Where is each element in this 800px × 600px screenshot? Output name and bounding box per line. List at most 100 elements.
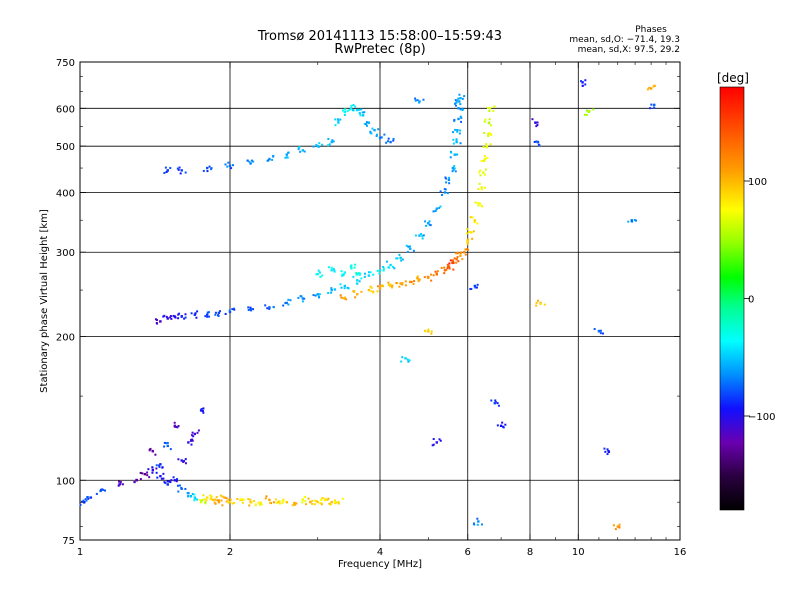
data-point: [344, 108, 347, 111]
data-point: [350, 267, 353, 270]
x-tick-label: 8: [527, 547, 533, 558]
data-point: [199, 500, 203, 504]
data-point: [539, 301, 542, 305]
data-point: [328, 143, 331, 146]
data-point: [268, 307, 271, 310]
data-point: [477, 201, 480, 205]
data-point: [184, 487, 187, 490]
data-point: [455, 252, 458, 255]
data-point: [201, 410, 204, 413]
data-point: [602, 332, 605, 335]
data-point: [448, 262, 451, 265]
data-point: [327, 497, 330, 500]
data-point: [177, 168, 180, 171]
data-point: [249, 498, 252, 501]
data-point: [90, 496, 93, 499]
data-point: [418, 101, 421, 104]
data-point: [190, 438, 193, 441]
data-point: [423, 276, 426, 279]
data-point: [151, 468, 155, 472]
data-point: [317, 269, 320, 272]
data-point: [216, 499, 219, 502]
data-point: [439, 190, 442, 193]
y-tick-label: 200: [56, 332, 75, 343]
data-point: [193, 496, 197, 499]
data-point: [372, 291, 375, 294]
data-point: [209, 498, 212, 501]
data-point: [452, 168, 455, 171]
data-point: [382, 269, 385, 272]
data-point: [370, 132, 373, 135]
data-point: [448, 266, 451, 269]
data-point: [378, 269, 382, 272]
data-point: [333, 499, 336, 502]
data-point: [457, 117, 460, 121]
data-point: [151, 466, 154, 469]
colorbar-ticks: 100 0 −100: [744, 177, 775, 423]
data-point: [355, 279, 359, 282]
data-point: [477, 187, 480, 190]
data-point: [360, 108, 363, 111]
data-point: [400, 259, 403, 262]
data-point: [268, 498, 271, 502]
data-point: [83, 501, 86, 504]
data-point: [400, 360, 403, 363]
data-point: [311, 499, 314, 502]
data-point: [139, 471, 142, 474]
data-point: [165, 170, 168, 173]
data-point: [451, 262, 454, 265]
data-point: [504, 423, 507, 426]
data-point: [330, 500, 333, 504]
data-point: [352, 104, 355, 107]
data-point: [135, 478, 138, 481]
data-point: [364, 272, 367, 275]
data-point: [598, 329, 601, 332]
data-point: [340, 286, 343, 289]
data-point: [191, 431, 194, 434]
data-point: [229, 498, 232, 501]
data-point: [204, 501, 207, 504]
data-point: [177, 458, 180, 461]
data-point: [166, 444, 169, 448]
data-point: [339, 283, 342, 286]
data-point: [141, 472, 144, 475]
data-point: [466, 240, 469, 243]
data-point: [339, 294, 342, 297]
data-point: [427, 328, 430, 331]
data-point: [367, 288, 371, 292]
data-point: [481, 523, 484, 526]
data-point: [221, 495, 224, 498]
data-point: [385, 141, 388, 144]
data-point: [404, 284, 407, 287]
data-point: [82, 499, 85, 502]
data-point: [450, 151, 453, 154]
data-point: [443, 269, 447, 272]
data-point: [166, 480, 169, 483]
data-point: [365, 121, 368, 124]
data-point: [183, 460, 186, 463]
data-point: [227, 161, 230, 164]
data-point: [351, 109, 354, 112]
data-point: [443, 272, 446, 275]
data-point: [435, 273, 438, 276]
data-point: [334, 124, 337, 127]
data-point: [327, 137, 330, 140]
data-point: [169, 315, 172, 318]
data-point: [301, 149, 305, 152]
data-point: [453, 257, 456, 260]
y-tick-label: 300: [56, 248, 75, 259]
data-point: [407, 245, 410, 248]
data-point: [482, 171, 485, 174]
data-point: [381, 284, 384, 287]
data-point: [155, 319, 158, 322]
data-point: [412, 249, 415, 252]
data-point: [147, 468, 150, 471]
data-point: [431, 444, 434, 447]
data-point: [163, 441, 166, 444]
data-point: [282, 304, 285, 307]
data-point: [223, 496, 226, 499]
data-point: [340, 296, 343, 299]
data-point: [376, 290, 379, 293]
data-point: [240, 498, 243, 501]
data-point: [468, 231, 471, 234]
